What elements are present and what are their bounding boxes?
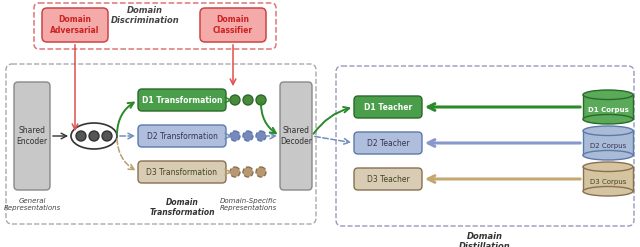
Text: Shared
Encoder: Shared Encoder (17, 126, 47, 146)
Ellipse shape (583, 186, 633, 196)
Ellipse shape (71, 123, 117, 149)
FancyBboxPatch shape (200, 8, 266, 42)
FancyBboxPatch shape (280, 82, 312, 190)
FancyBboxPatch shape (138, 89, 226, 111)
Text: D3 Transformation: D3 Transformation (147, 167, 218, 177)
Text: Domain
Transformation: Domain Transformation (149, 198, 215, 217)
Text: Domain
Classifier: Domain Classifier (213, 15, 253, 35)
Text: Domain
Distillation: Domain Distillation (459, 232, 511, 247)
Circle shape (230, 131, 240, 141)
Circle shape (102, 131, 112, 141)
Text: D2 Teacher: D2 Teacher (367, 139, 410, 147)
Circle shape (230, 95, 240, 105)
Ellipse shape (583, 90, 633, 100)
FancyBboxPatch shape (138, 125, 226, 147)
Circle shape (256, 131, 266, 141)
FancyBboxPatch shape (42, 8, 108, 42)
Polygon shape (583, 95, 633, 119)
Text: D3 Corpus: D3 Corpus (590, 179, 626, 185)
Text: D2 Corpus: D2 Corpus (590, 143, 626, 149)
Text: Domain
Discrimination: Domain Discrimination (111, 6, 179, 25)
FancyBboxPatch shape (14, 82, 50, 190)
Ellipse shape (583, 150, 633, 160)
Circle shape (89, 131, 99, 141)
Polygon shape (583, 131, 633, 155)
Polygon shape (583, 167, 633, 191)
Text: D1 Corpus: D1 Corpus (588, 107, 628, 113)
Text: Shared
Decoder: Shared Decoder (280, 126, 312, 146)
Circle shape (256, 167, 266, 177)
Circle shape (243, 95, 253, 105)
Text: D1 Teacher: D1 Teacher (364, 103, 412, 111)
Circle shape (76, 131, 86, 141)
Circle shape (243, 131, 253, 141)
Ellipse shape (583, 126, 633, 136)
Text: D2 Transformation: D2 Transformation (147, 131, 218, 141)
Circle shape (230, 167, 240, 177)
Text: Domain
Adversarial: Domain Adversarial (51, 15, 100, 35)
Circle shape (256, 95, 266, 105)
Text: General
Representations: General Representations (3, 198, 61, 211)
FancyBboxPatch shape (138, 161, 226, 183)
Text: D3 Teacher: D3 Teacher (367, 174, 410, 184)
Text: D1 Transformation: D1 Transformation (141, 96, 222, 104)
Circle shape (243, 167, 253, 177)
Ellipse shape (583, 162, 633, 171)
FancyBboxPatch shape (354, 168, 422, 190)
Text: Domain-Specific
Representations: Domain-Specific Representations (220, 198, 276, 211)
Ellipse shape (583, 114, 633, 124)
FancyBboxPatch shape (354, 96, 422, 118)
FancyBboxPatch shape (354, 132, 422, 154)
